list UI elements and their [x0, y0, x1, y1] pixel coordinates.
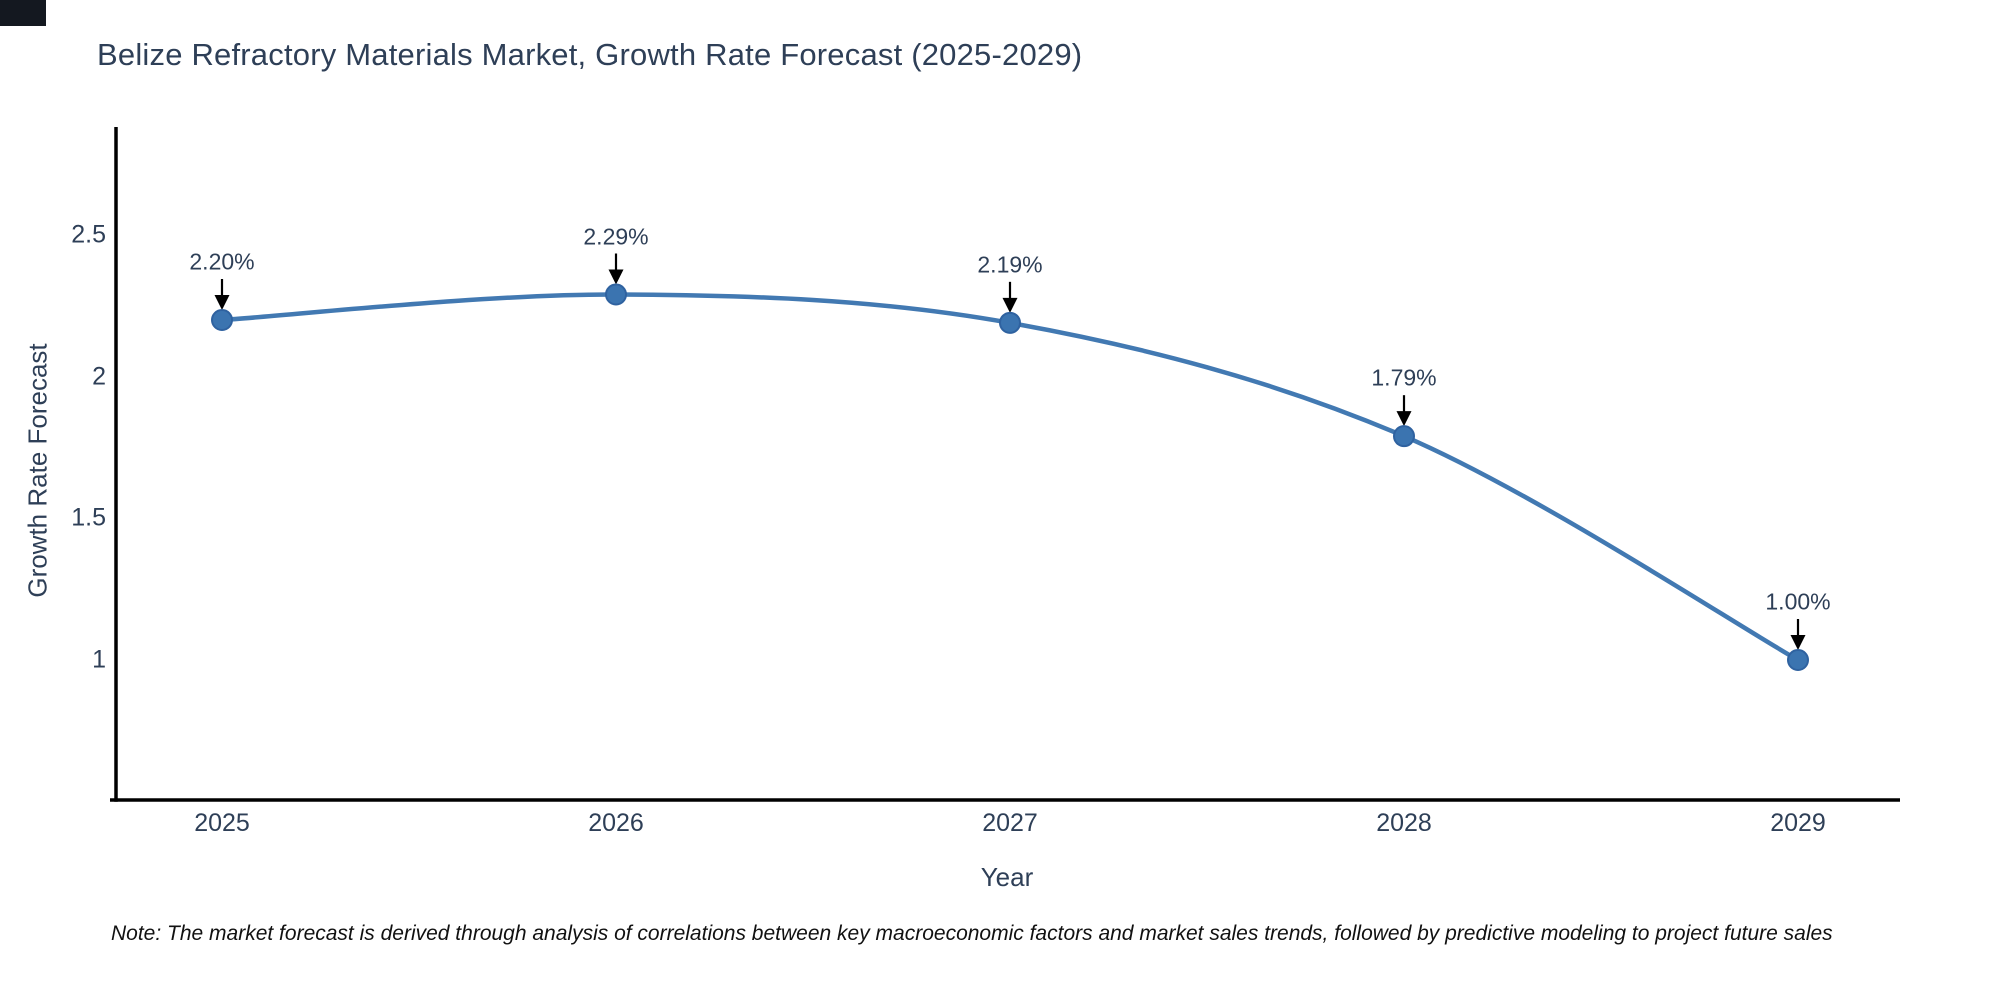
y-axis-title: Growth Rate Forecast	[22, 343, 53, 598]
annotation-arrow-head	[608, 269, 624, 285]
annotation-arrow-head	[1396, 411, 1412, 427]
x-tick-label: 2029	[1770, 809, 1826, 837]
data-point-marker[interactable]	[1787, 649, 1809, 671]
annotation-arrow-head	[1790, 635, 1806, 650]
data-point-marker[interactable]	[1393, 425, 1415, 448]
x-axis-title: Year	[980, 862, 1034, 892]
point-annotation: 1.79%	[1371, 364, 1437, 391]
point-annotation: 2.29%	[583, 223, 649, 249]
line-series	[219, 292, 1801, 663]
y-tick-label: 1.5	[71, 503, 106, 532]
y-tick-label: 1	[92, 645, 106, 674]
annotation-arrow-head	[1002, 297, 1018, 313]
data-point-marker[interactable]	[999, 311, 1021, 334]
data-point-marker[interactable]	[605, 283, 627, 306]
chart-title: Belize Refractory Materials Market, Grow…	[97, 37, 1083, 72]
point-annotation: 2.20%	[189, 248, 255, 275]
point-annotation: 1.00%	[1765, 588, 1831, 615]
x-tick-label: 2025	[194, 809, 250, 837]
x-tick-label: 2026	[588, 809, 644, 837]
footnote: Note: The market forecast is derived thr…	[111, 922, 1833, 945]
y-tick-label: 2.5	[71, 220, 106, 249]
y-tick-label: 2	[92, 362, 106, 391]
point-annotation: 2.19%	[977, 251, 1043, 278]
x-tick-label: 2027	[982, 809, 1038, 837]
data-point-marker[interactable]	[211, 309, 233, 332]
corner-box	[0, 0, 46, 26]
annotation-arrow-head	[214, 295, 230, 311]
x-tick-label: 2028	[1376, 809, 1432, 837]
